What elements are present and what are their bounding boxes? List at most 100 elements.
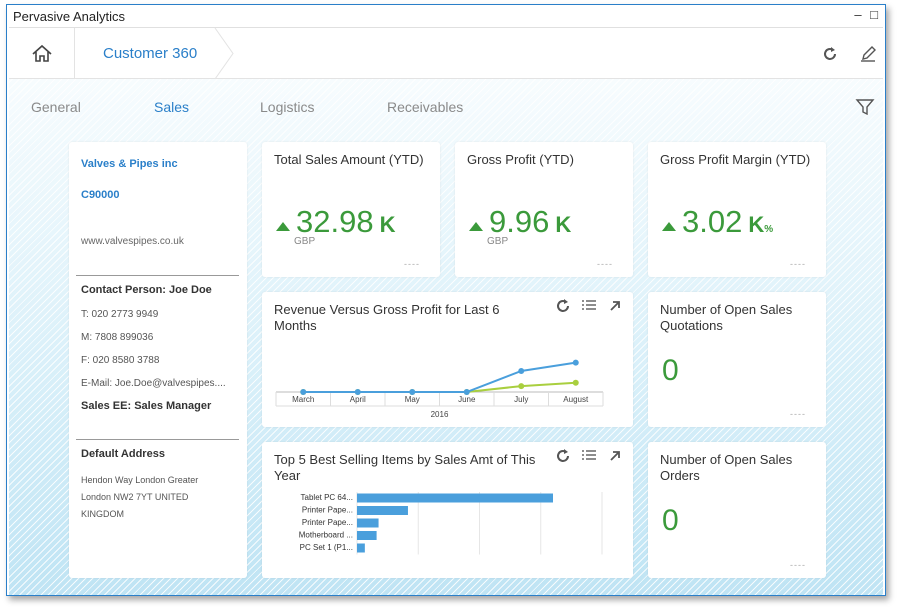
x-tick-label: March	[292, 395, 314, 404]
kpi-number: 32.98	[296, 204, 374, 239]
customer-profile-card: Valves & Pipes inc C90000 www.valvespipe…	[69, 142, 247, 578]
count-title: Number of Open Sales Quotations	[660, 302, 793, 333]
bar-chart: Tablet PC 64... Printer Pape... Printer Pa…	[299, 492, 603, 555]
open-orders-tile[interactable]: Number of Open Sales Orders 0 ----	[648, 442, 826, 578]
tab-receivables[interactable]: Receivables	[387, 99, 464, 115]
trend-up-icon	[662, 221, 676, 231]
tab-bar: General Sales Logistics Receivables	[9, 79, 883, 127]
bar	[357, 506, 408, 515]
address-title: Default Address	[81, 448, 165, 460]
count-value: 0	[662, 354, 679, 387]
expand-icon[interactable]	[607, 298, 623, 314]
data-point	[572, 379, 579, 386]
home-icon	[32, 44, 52, 62]
kpi-title: Gross Profit Margin (YTD)	[660, 152, 811, 167]
data-point	[572, 359, 579, 366]
contact-person: Contact Person: Joe Doe	[81, 284, 212, 296]
refresh-icon[interactable]	[821, 45, 839, 63]
bar	[357, 518, 379, 528]
title-bar: Pervasive Analytics – □	[7, 5, 885, 27]
kpi-tile-gross-margin[interactable]: Gross Profit Margin (YTD) 3.02 K% ----	[648, 142, 826, 277]
kpi-value: 3.02 K%	[662, 204, 773, 240]
fax: F: 020 8580 3788	[81, 355, 160, 366]
mobile: M: 7808 899036	[81, 332, 154, 343]
email: E-Mail: Joe.Doe@valvespipes....	[81, 378, 226, 389]
customer-code[interactable]: C90000	[81, 189, 120, 201]
data-point	[518, 383, 525, 390]
x-tick-label: April	[350, 395, 366, 404]
tab-sales[interactable]: Sales	[154, 99, 190, 115]
maximize-button[interactable]: □	[870, 7, 878, 22]
bar	[357, 531, 377, 540]
refresh-icon[interactable]	[555, 298, 571, 314]
kpi-number: 3.02	[682, 204, 743, 239]
count-title: Number of Open Sales Orders	[660, 452, 793, 483]
tab-general[interactable]: General	[31, 99, 81, 115]
top-items-chart-tile[interactable]: Top 5 Best Selling Items by Sales Amt of…	[262, 442, 633, 578]
kpi-title: Gross Profit (YTD)	[467, 152, 574, 167]
divider	[76, 275, 239, 276]
count-footer: ----	[790, 409, 806, 419]
data-point	[409, 389, 416, 395]
kpi-unit: GBP	[294, 236, 316, 247]
app-window: Pervasive Analytics – □ Customer 360 Gen…	[6, 4, 886, 596]
shell-bar: Customer 360	[9, 27, 883, 79]
kpi-scale: K	[555, 212, 572, 237]
kpi-scale: K%	[748, 212, 774, 237]
breadcrumb[interactable]: Customer 360	[75, 28, 235, 79]
tile-actions	[555, 448, 623, 464]
trend-up-icon	[276, 221, 290, 231]
divider	[76, 439, 239, 440]
content-area: General Sales Logistics Receivables Valv…	[9, 79, 883, 595]
refresh-icon[interactable]	[555, 448, 571, 464]
x-tick-label: May	[405, 395, 420, 404]
kpi-scale: K	[379, 212, 396, 237]
data-point	[354, 389, 361, 395]
chart-title: Revenue Versus Gross Profit for Last 6 M…	[274, 302, 500, 333]
kpi-footer: ----	[790, 259, 806, 269]
kpi-title: Total Sales Amount (YTD)	[274, 152, 424, 167]
line-chart: March April May June July August 2016	[275, 359, 604, 419]
list-icon[interactable]	[581, 448, 597, 464]
tab-logistics[interactable]: Logistics	[260, 99, 315, 115]
edit-icon[interactable]	[859, 45, 877, 63]
expand-icon[interactable]	[607, 448, 623, 464]
address-line: KINGDOM	[81, 509, 125, 519]
kpi-tile-gross-profit[interactable]: Gross Profit (YTD) 9.96 K GBP ----	[455, 142, 633, 277]
bar	[357, 493, 553, 503]
y-tick-label: Tablet PC 64...	[301, 493, 353, 502]
filter-icon[interactable]	[855, 97, 875, 117]
x-tick-label: June	[458, 395, 476, 404]
kpi-footer: ----	[404, 259, 420, 269]
list-icon[interactable]	[581, 298, 597, 314]
count-footer: ----	[790, 560, 806, 570]
kpi-tile-total-sales[interactable]: Total Sales Amount (YTD) 32.98 K GBP ---…	[262, 142, 440, 277]
trend-up-icon	[469, 221, 483, 231]
y-tick-label: Motherboard ...	[299, 531, 353, 540]
kpi-footer: ----	[597, 259, 613, 269]
window-title: Pervasive Analytics	[13, 9, 125, 24]
minimize-button[interactable]: –	[854, 7, 862, 22]
address-line: Hendon Way London Greater	[81, 475, 199, 485]
breadcrumb-label: Customer 360	[103, 45, 198, 62]
phone: T: 020 2773 9949	[81, 309, 159, 320]
series-line	[303, 361, 576, 393]
kpi-value: 32.98 K	[276, 204, 395, 240]
tile-actions	[555, 298, 623, 314]
customer-website: www.valvespipes.co.uk	[81, 236, 184, 247]
x-tick-label: July	[514, 395, 528, 404]
revenue-chart-tile[interactable]: Revenue Versus Gross Profit for Last 6 M…	[262, 292, 633, 427]
sales-employee: Sales EE: Sales Manager	[81, 400, 212, 412]
count-value: 0	[662, 504, 679, 537]
address-line: London NW2 7YT UNITED	[81, 492, 189, 502]
y-tick-label: Printer Pape...	[302, 518, 353, 527]
customer-name[interactable]: Valves & Pipes inc	[81, 158, 178, 170]
y-tick-label: Printer Pape...	[302, 506, 353, 515]
x-group-label: 2016	[431, 410, 449, 419]
data-point	[463, 389, 470, 395]
kpi-value: 9.96 K	[469, 204, 571, 240]
home-button[interactable]	[9, 28, 75, 79]
x-tick-label: August	[563, 395, 589, 404]
chart-title: Top 5 Best Selling Items by Sales Amt of…	[274, 452, 536, 483]
open-quotations-tile[interactable]: Number of Open Sales Quotations 0 ----	[648, 292, 826, 427]
